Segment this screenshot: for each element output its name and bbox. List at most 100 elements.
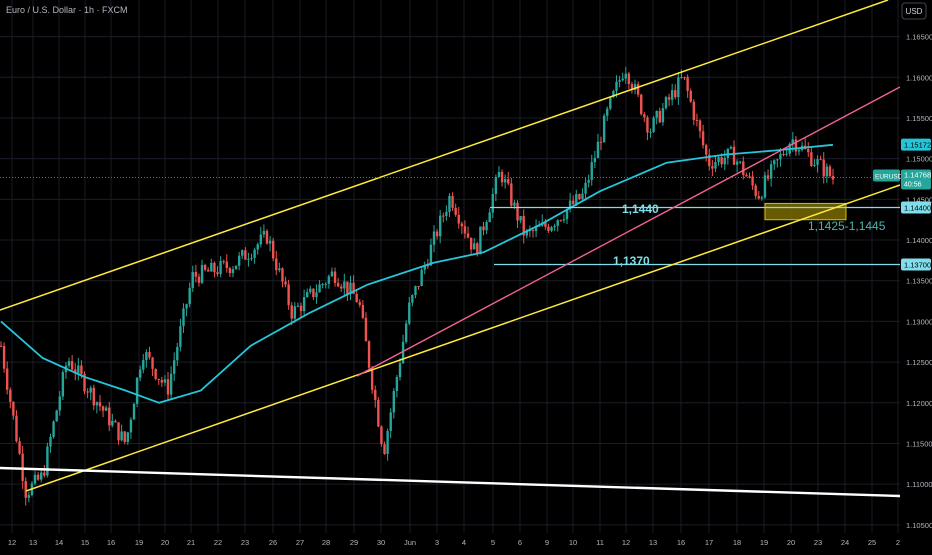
candle-body [92,387,95,406]
chart-title: Euro / U.S. Dollar · 1h · FXCM [6,5,128,15]
candle-body [429,244,433,266]
candle-body [346,281,349,295]
symbol-tag: EURUSD [875,174,903,181]
candle-body [389,412,392,431]
candle-body [352,282,355,294]
x-tick-label: 19 [760,538,768,547]
x-tick-label: 6 [518,538,522,547]
candle-body [281,268,284,282]
candle-body [302,297,306,312]
candle-body [404,323,408,342]
x-tick-label: 10 [569,538,577,547]
long-term-trend-line [0,466,901,498]
candle-body [491,193,494,213]
candle-body [565,209,569,220]
candle-body [522,216,525,236]
currency-button[interactable]: USD [901,2,927,20]
y-tick-label: 1.14000 [906,236,932,245]
candle-body [720,157,723,165]
candle-body [343,281,346,289]
candle-body [451,195,454,208]
candle-body [355,293,358,303]
y-tick-label: 1.10500 [906,521,932,530]
candle-body [497,171,501,177]
candle-body [395,377,399,392]
candle-body [253,249,256,258]
candle-body [438,215,442,237]
candle-body [633,84,637,91]
symbol-tag-box [873,169,900,182]
x-tick-label: 9 [545,538,549,547]
candle-body [340,286,343,289]
candle-body [287,284,290,306]
level-1370-price-label: 1.13700 [904,260,931,269]
x-tick-label: 15 [81,538,89,547]
candle-body [624,73,627,79]
candle-body [652,117,655,132]
candle-body [763,175,767,198]
annotation-zone: 1,1425-1,1445 [808,219,886,233]
candle-body [86,391,89,393]
candle-body [742,161,745,175]
candle-body [104,407,108,411]
candle-body [244,250,247,260]
candle-body [367,341,371,368]
last-price-label: 1.14768 [904,171,931,180]
candle-body [751,176,754,186]
candle-body [766,175,770,179]
candle-body [510,183,513,206]
candle-body [89,387,92,393]
candle-body [327,276,331,284]
drawing-lines-layer[interactable] [0,0,901,498]
candle-body [361,304,365,318]
candle-body [664,97,668,109]
candle-body [612,90,615,98]
candle-body [145,352,148,361]
candle-body [173,360,176,374]
y-tick-label: 1.16500 [906,33,932,42]
candle-body [383,444,386,454]
y-tick-label: 1.15500 [906,114,932,123]
candle-body [15,415,18,442]
moving-average-layer [0,143,834,404]
candle-body [234,265,238,270]
candle-body [488,212,491,223]
candle-body [336,282,340,287]
x-tick-label: 2 [896,538,900,547]
countdown-label: 40:56 [904,182,922,189]
candle-body [203,265,207,270]
candle-body [321,284,324,286]
candle-body [160,379,164,383]
y-tick-label: 1.16000 [906,73,932,82]
grid-layer [0,0,900,533]
x-tick-label: 25 [868,538,876,547]
candle-body [414,286,417,296]
candle-body [739,161,742,163]
candle-body [717,157,720,163]
candle-body [58,396,61,411]
x-tick-label: 24 [841,538,849,547]
candle-body [757,196,760,199]
candle-body [52,421,55,437]
candle-body [556,220,559,226]
candle-body [575,194,578,205]
candle-body [649,131,652,133]
candle-body [0,345,3,347]
candle-body [482,226,485,231]
candle-body [485,222,488,231]
candle-body [547,226,550,231]
annotation-1440: 1,1440 [622,202,659,216]
x-tick-label: 3 [435,538,439,547]
candle-body [166,379,170,395]
candle-body [43,472,46,476]
y-tick-label: 1.14500 [906,195,932,204]
candle-body [476,243,479,255]
candle-body [615,81,618,91]
channel-upper-line [0,0,889,311]
candle-body [813,164,816,166]
candle-body [661,108,665,123]
candle-body [225,261,228,269]
candle-body [692,101,696,120]
